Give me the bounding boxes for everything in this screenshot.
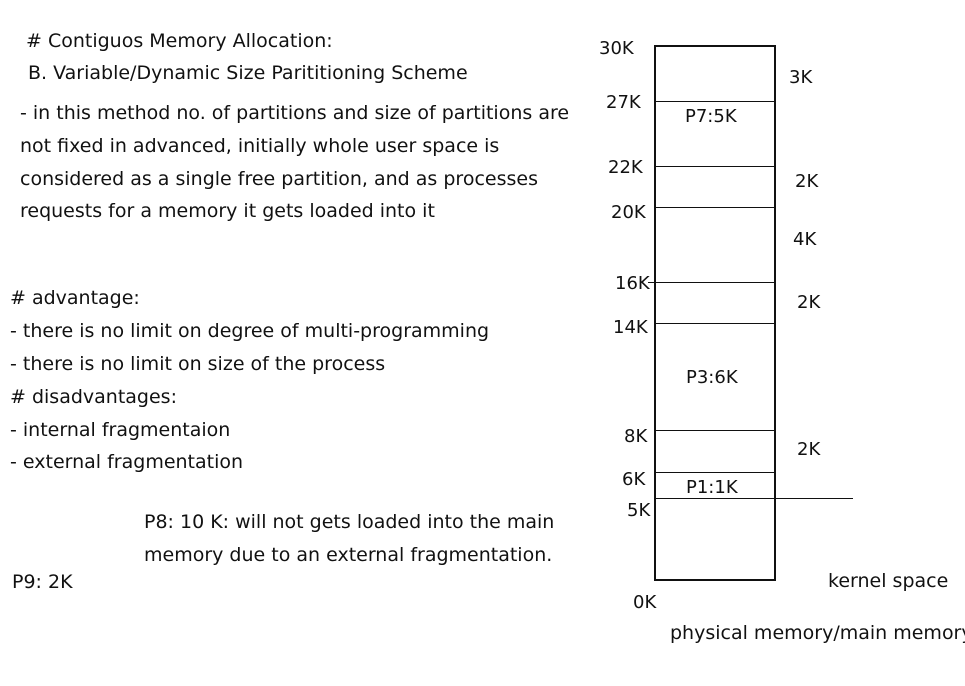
description-line-1: - in this method no. of partitions and s… (20, 102, 570, 124)
page-title: # Contiguos Memory Allocation: (26, 30, 333, 52)
free-hole-2k-middle: 2K (797, 292, 821, 313)
address-label-16k: 16K (615, 273, 650, 294)
boundary-20k (655, 207, 776, 208)
p9-note: P9: 2K (12, 571, 73, 593)
p8-note-line-2: memory due to an external fragmentation. (144, 544, 553, 566)
memory-block (654, 45, 776, 581)
address-label-0k: 0K (633, 592, 657, 613)
advantage-item-1: - there is no limit on degree of multi-p… (10, 320, 490, 342)
address-label-22k: 22K (608, 157, 643, 178)
p8-note-line-1: P8: 10 K: will not gets loaded into the … (144, 511, 555, 533)
address-label-30k: 30K (599, 38, 634, 59)
boundary-6k (655, 472, 776, 473)
address-label-5k: 5K (627, 500, 651, 521)
memory-caption: physical memory/main memory (670, 622, 965, 644)
kernel-boundary-5k (655, 498, 853, 499)
boundary-14k (655, 323, 776, 324)
disadvantage-item-2: - external fragmentation (10, 451, 244, 473)
address-label-8k: 8K (624, 426, 648, 447)
description-line-3: considered as a single free partition, a… (20, 168, 538, 190)
free-hole-2k-bottom: 2K (797, 439, 821, 460)
advantage-heading: # advantage: (10, 287, 140, 309)
disadvantage-item-1: - internal fragmentaion (10, 419, 231, 441)
description-line-4: requests for a memory it gets loaded int… (20, 200, 435, 222)
free-hole-4k: 4K (793, 229, 817, 250)
boundary-16k (648, 282, 776, 283)
address-label-27k: 27K (606, 92, 641, 113)
address-label-6k: 6K (622, 469, 646, 490)
partition-p7: P7:5K (685, 106, 737, 127)
disadvantage-heading: # disadvantages: (10, 386, 177, 408)
partition-p3: P3:6K (686, 367, 738, 388)
partition-p1: P1:1K (686, 477, 738, 498)
free-hole-2k-top: 2K (795, 171, 819, 192)
kernel-space-label: kernel space (828, 570, 949, 592)
address-label-14k: 14K (613, 317, 648, 338)
boundary-27k (655, 101, 776, 102)
boundary-8k (655, 430, 776, 431)
boundary-22k (655, 166, 776, 167)
page-subtitle: B. Variable/Dynamic Size Parititioning S… (28, 62, 468, 84)
address-label-20k: 20K (611, 202, 646, 223)
advantage-item-2: - there is no limit on size of the proce… (10, 353, 386, 375)
free-hole-3k: 3K (789, 67, 813, 88)
description-line-2: not fixed in advanced, initially whole u… (20, 135, 500, 157)
